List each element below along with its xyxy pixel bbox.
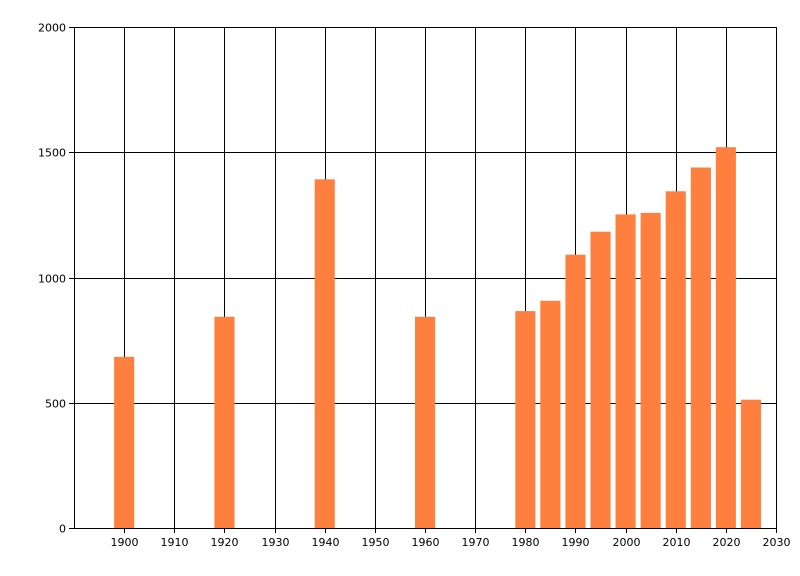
x-tick-label: 1990 <box>562 536 590 549</box>
bars <box>114 147 761 529</box>
x-tick-label: 2010 <box>663 536 691 549</box>
x-tick-label: 1920 <box>211 536 239 549</box>
bar-1940 <box>314 179 335 529</box>
bar-1995 <box>590 231 611 528</box>
y-tick-label: 2000 <box>38 22 66 35</box>
y-tick-label: 500 <box>45 398 66 411</box>
bar-1900 <box>114 356 135 528</box>
x-tick-label: 1980 <box>512 536 540 549</box>
x-tick-label: 1930 <box>262 536 290 549</box>
bar-1990 <box>565 254 586 528</box>
x-tick-label: 1960 <box>412 536 440 549</box>
axes <box>69 27 777 533</box>
bar-2005 <box>640 212 661 528</box>
y-tick-label: 0 <box>59 523 66 536</box>
x-tick-label: 2020 <box>713 536 741 549</box>
bar-1960 <box>415 316 436 528</box>
bar-2000 <box>615 214 636 528</box>
x-tick-label: 1940 <box>312 536 340 549</box>
bar-1985 <box>540 300 561 528</box>
x-tick-label: 1900 <box>111 536 139 549</box>
bar-2025 <box>740 399 761 528</box>
bar-2010 <box>665 191 686 529</box>
x-tick-label: 2000 <box>613 536 641 549</box>
x-tick-label: 1910 <box>161 536 189 549</box>
bar-1980 <box>515 311 536 528</box>
y-tick-label: 1500 <box>38 147 66 160</box>
bar-2020 <box>715 147 736 528</box>
bar-1920 <box>214 316 235 528</box>
tick-labels: 0 500 1000 1500 2000 1900 1910 1920 1930 1940 1950… <box>38 22 791 550</box>
x-tick-label: 1970 <box>462 536 490 549</box>
y-tick-label: 1000 <box>38 273 66 286</box>
x-tick-label: 2030 <box>763 536 791 549</box>
x-tick-label: 1950 <box>362 536 390 549</box>
bar-2015 <box>690 167 711 528</box>
